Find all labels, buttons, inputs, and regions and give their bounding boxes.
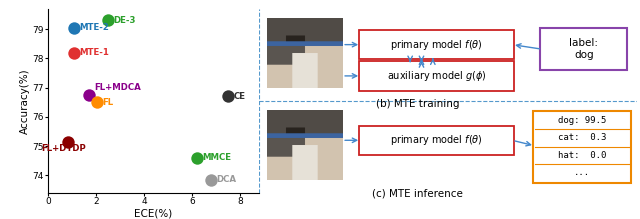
Text: DCA: DCA xyxy=(216,175,236,184)
Point xyxy=(191,156,202,159)
FancyBboxPatch shape xyxy=(359,30,514,59)
Text: auxiliary model $g(\phi)$: auxiliary model $g(\phi)$ xyxy=(387,69,486,83)
Text: DE-3: DE-3 xyxy=(113,16,136,25)
Text: cat:  0.3: cat: 0.3 xyxy=(558,134,606,143)
FancyBboxPatch shape xyxy=(541,28,627,70)
Y-axis label: Accuracy(%): Accuracy(%) xyxy=(20,68,29,134)
Text: primary model $f(\theta)$: primary model $f(\theta)$ xyxy=(390,133,483,147)
Text: CE: CE xyxy=(233,92,245,101)
Text: (b) MTE training: (b) MTE training xyxy=(376,99,460,109)
Text: FL: FL xyxy=(102,98,113,107)
Text: ...: ... xyxy=(574,168,590,177)
FancyBboxPatch shape xyxy=(359,61,514,91)
Point xyxy=(206,178,216,181)
Point xyxy=(92,101,102,104)
Point xyxy=(69,26,79,30)
Text: primary model $f(\theta)$: primary model $f(\theta)$ xyxy=(390,38,483,52)
Point xyxy=(84,93,94,97)
Text: dog: 99.5: dog: 99.5 xyxy=(558,116,606,125)
FancyBboxPatch shape xyxy=(533,111,631,183)
Point xyxy=(103,19,113,22)
Point xyxy=(223,95,233,98)
Text: MMCE: MMCE xyxy=(202,153,231,162)
Point xyxy=(63,140,74,143)
Text: (c) MTE inference: (c) MTE inference xyxy=(372,188,463,198)
Text: MTE-2: MTE-2 xyxy=(79,23,109,32)
Text: label:
dog: label: dog xyxy=(570,38,598,60)
Text: FL+DTDP: FL+DTDP xyxy=(41,144,86,154)
Text: MTE-1: MTE-1 xyxy=(79,48,109,57)
Text: FL+MDCA: FL+MDCA xyxy=(94,83,141,92)
Point xyxy=(69,51,79,54)
FancyBboxPatch shape xyxy=(359,125,514,155)
X-axis label: ECE(%): ECE(%) xyxy=(134,209,173,219)
Text: hat:  0.0: hat: 0.0 xyxy=(558,151,606,160)
